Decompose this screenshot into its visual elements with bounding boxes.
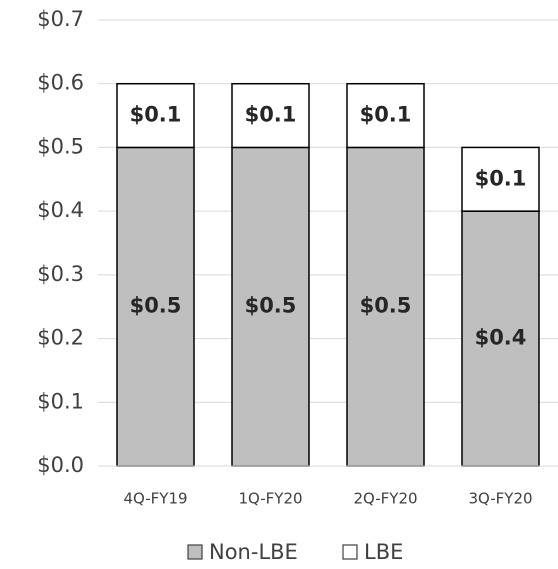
legend-label-lbe: LBE (364, 540, 403, 564)
data-label: $0.1 (245, 103, 297, 127)
bar-non-lbe-2q-fy20 (346, 146, 425, 467)
data-label: $0.1 (130, 103, 182, 127)
y-tick-label: $0.6 (37, 71, 84, 95)
y-tick-label: $0.3 (37, 262, 84, 286)
bar-lbe-3q-fy20 (461, 146, 540, 212)
data-label: $0.1 (360, 103, 412, 127)
legend: Non-LBE LBE (187, 540, 403, 564)
data-label: $0.5 (360, 294, 412, 318)
y-axis: $0.0 $0.1 $0.2 $0.3 $0.4 $0.5 $0.6 $0.7 (37, 7, 84, 477)
legend-label-non-lbe: Non-LBE (209, 540, 298, 564)
bar-lbe-2q-fy20 (346, 82, 425, 149)
bar-lbe-1q-fy20 (231, 82, 310, 149)
y-tick-label: $0.1 (37, 389, 84, 413)
bar-lbe-4q-fy19 (116, 82, 195, 149)
y-tick-label: $0.0 (37, 453, 84, 477)
x-tick-label: 2Q-FY20 (353, 490, 417, 508)
y-tick-label: $0.4 (37, 198, 84, 222)
bar-non-lbe-1q-fy20 (231, 146, 310, 467)
bar-non-lbe-3q-fy20 (461, 210, 540, 467)
x-tick-label: 3Q-FY20 (468, 490, 532, 508)
data-label: $0.1 (475, 166, 527, 190)
legend-swatch-non-lbe (187, 544, 203, 560)
y-tick-label: $0.2 (37, 326, 84, 350)
x-axis: 4Q-FY19 1Q-FY20 2Q-FY20 3Q-FY20 (98, 465, 558, 508)
y-tick-label: $0.5 (37, 134, 84, 158)
bars: $0.5 $0.1 $0.5 $0.1 $0.5 $0.1 $0.4 $0.1 (116, 82, 540, 467)
data-label: $0.5 (245, 294, 297, 318)
data-label: $0.5 (130, 294, 182, 318)
x-tick-label: 4Q-FY19 (123, 490, 187, 508)
data-label: $0.4 (475, 326, 527, 350)
legend-swatch-lbe (342, 544, 358, 560)
y-tick-label: $0.7 (37, 7, 84, 31)
x-tick-label: 1Q-FY20 (238, 490, 302, 508)
